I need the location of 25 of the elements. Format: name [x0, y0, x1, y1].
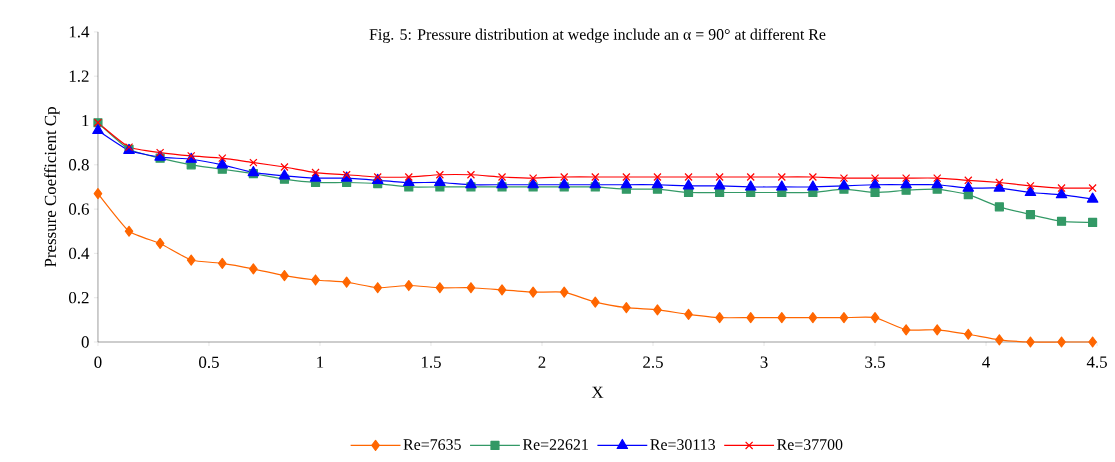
x-tick-label: 0 — [94, 356, 102, 369]
legend-label: Re=30113 — [650, 439, 715, 451]
x-tick-label: 2.5 — [643, 356, 663, 369]
y-axis-title: Pressure Coefficient Cp — [44, 107, 60, 268]
legend-label: Re=7635 — [403, 439, 461, 451]
chart-title: Fig. 5: Pressure distribution at wedge include an α = 90° at different Re — [369, 28, 826, 44]
y-tick-label: 0.4 — [68, 247, 90, 260]
x-tick-label: 3 — [760, 356, 768, 368]
x-tick-label: 4.5 — [1086, 356, 1107, 368]
y-tick-label: 1 — [82, 115, 89, 127]
x-tick-label: 4 — [982, 356, 990, 368]
x-axis-title: X — [591, 386, 604, 398]
y-tick-label: 0.8 — [68, 159, 89, 171]
y-tick-label: 0.2 — [68, 292, 89, 304]
y-tick-label: 0 — [81, 336, 89, 348]
y-tick-label: 1.2 — [69, 70, 89, 83]
x-tick-label: 1 — [317, 356, 324, 368]
x-tick-label: 1.5 — [421, 356, 441, 369]
x-tick-label: 2 — [538, 356, 546, 368]
x-tick-label: 0.5 — [199, 356, 219, 369]
legend-label: Re=37700 — [777, 439, 843, 451]
y-tick-label: 0.6 — [68, 203, 89, 215]
x-tick-label: 3.5 — [865, 356, 885, 369]
legend-label: Re=22621 — [522, 439, 588, 451]
y-tick-label: 1.4 — [69, 26, 90, 38]
